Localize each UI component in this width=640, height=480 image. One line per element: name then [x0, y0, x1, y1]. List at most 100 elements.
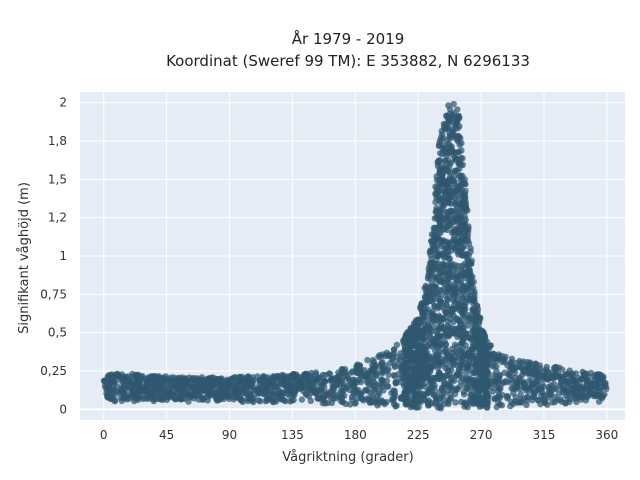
data-point: [379, 383, 386, 390]
data-point: [130, 383, 137, 391]
data-point: [140, 376, 147, 383]
data-point: [479, 327, 486, 335]
data-point: [443, 301, 450, 309]
data-point: [442, 347, 449, 354]
data-point: [463, 351, 470, 359]
data-point: [437, 342, 444, 349]
data-point: [554, 396, 561, 403]
data-point: [419, 332, 426, 340]
data-point: [338, 391, 345, 398]
y-tick-label: 1,8: [48, 134, 67, 148]
data-point: [428, 379, 436, 387]
data-point: [273, 390, 280, 398]
data-point: [428, 363, 436, 370]
data-point: [152, 387, 159, 394]
data-point: [596, 371, 603, 378]
data-point: [589, 381, 597, 389]
data-point: [317, 385, 324, 392]
data-point: [451, 121, 458, 128]
data-point: [573, 398, 580, 406]
data-point: [391, 362, 398, 369]
data-point: [482, 340, 489, 347]
data-point: [441, 158, 449, 165]
data-point: [459, 374, 466, 382]
data-point: [178, 392, 185, 399]
data-point: [119, 386, 127, 393]
data-point: [466, 269, 474, 276]
data-point: [100, 377, 108, 384]
data-point: [465, 330, 472, 337]
data-point: [446, 371, 454, 379]
data-point: [363, 377, 370, 384]
data-point: [472, 338, 479, 346]
data-point: [441, 225, 448, 233]
data-point: [169, 378, 176, 385]
data-point: [556, 364, 563, 371]
data-point: [442, 309, 450, 316]
x-tick-label: 225: [407, 428, 430, 442]
data-point: [104, 373, 111, 380]
data-point: [437, 269, 445, 277]
data-point: [462, 250, 469, 258]
data-point: [405, 384, 412, 391]
data-point: [478, 389, 486, 396]
data-point: [199, 396, 206, 403]
data-point: [452, 238, 459, 245]
data-point: [472, 397, 479, 404]
x-tick-label: 90: [222, 428, 237, 442]
data-point: [316, 374, 324, 381]
data-point: [396, 375, 404, 382]
data-point: [289, 371, 297, 378]
data-point: [483, 380, 491, 388]
data-point: [255, 390, 262, 397]
data-point: [364, 356, 371, 364]
data-point: [119, 378, 127, 385]
data-point: [314, 395, 321, 402]
x-tick-label: 270: [470, 428, 493, 442]
data-point: [456, 383, 464, 390]
data-point: [433, 260, 440, 267]
data-point: [450, 110, 458, 117]
data-point: [365, 369, 372, 376]
data-point: [450, 297, 457, 304]
data-point: [349, 380, 356, 388]
data-point: [134, 372, 141, 379]
data-point: [402, 359, 409, 366]
data-point: [445, 242, 452, 250]
data-point: [175, 374, 182, 382]
data-point: [357, 395, 365, 402]
data-point: [440, 250, 448, 257]
data-point: [457, 172, 464, 179]
data-point: [355, 369, 362, 377]
data-point: [491, 378, 499, 386]
data-point: [534, 396, 542, 404]
x-tick-label: 45: [159, 428, 174, 442]
data-point: [459, 313, 467, 320]
data-point: [539, 396, 547, 404]
data-point: [379, 351, 387, 358]
data-point: [425, 387, 432, 394]
data-point: [429, 353, 436, 361]
y-tick-label: 0,75: [40, 287, 67, 301]
data-point: [298, 396, 306, 403]
y-tick-label: 1: [59, 249, 67, 263]
data-point: [450, 356, 457, 363]
data-point: [548, 391, 555, 398]
data-point: [484, 403, 491, 410]
data-point: [435, 325, 442, 333]
data-point: [444, 381, 451, 389]
chart-title-line-2: Koordinat (Sweref 99 TM): E 353882, N 62…: [166, 52, 530, 70]
data-point: [435, 375, 442, 383]
data-point: [280, 372, 287, 380]
data-point: [430, 296, 437, 303]
data-point: [455, 288, 462, 295]
data-point: [437, 229, 444, 237]
data-point: [496, 372, 503, 380]
x-axis-ticks: 0 45 90 135 180 225 270 315 360: [100, 428, 618, 442]
data-point: [455, 249, 462, 256]
data-point: [339, 398, 346, 406]
data-point: [451, 390, 459, 398]
data-point: [462, 180, 469, 188]
data-point: [287, 378, 294, 385]
data-point: [478, 382, 485, 390]
